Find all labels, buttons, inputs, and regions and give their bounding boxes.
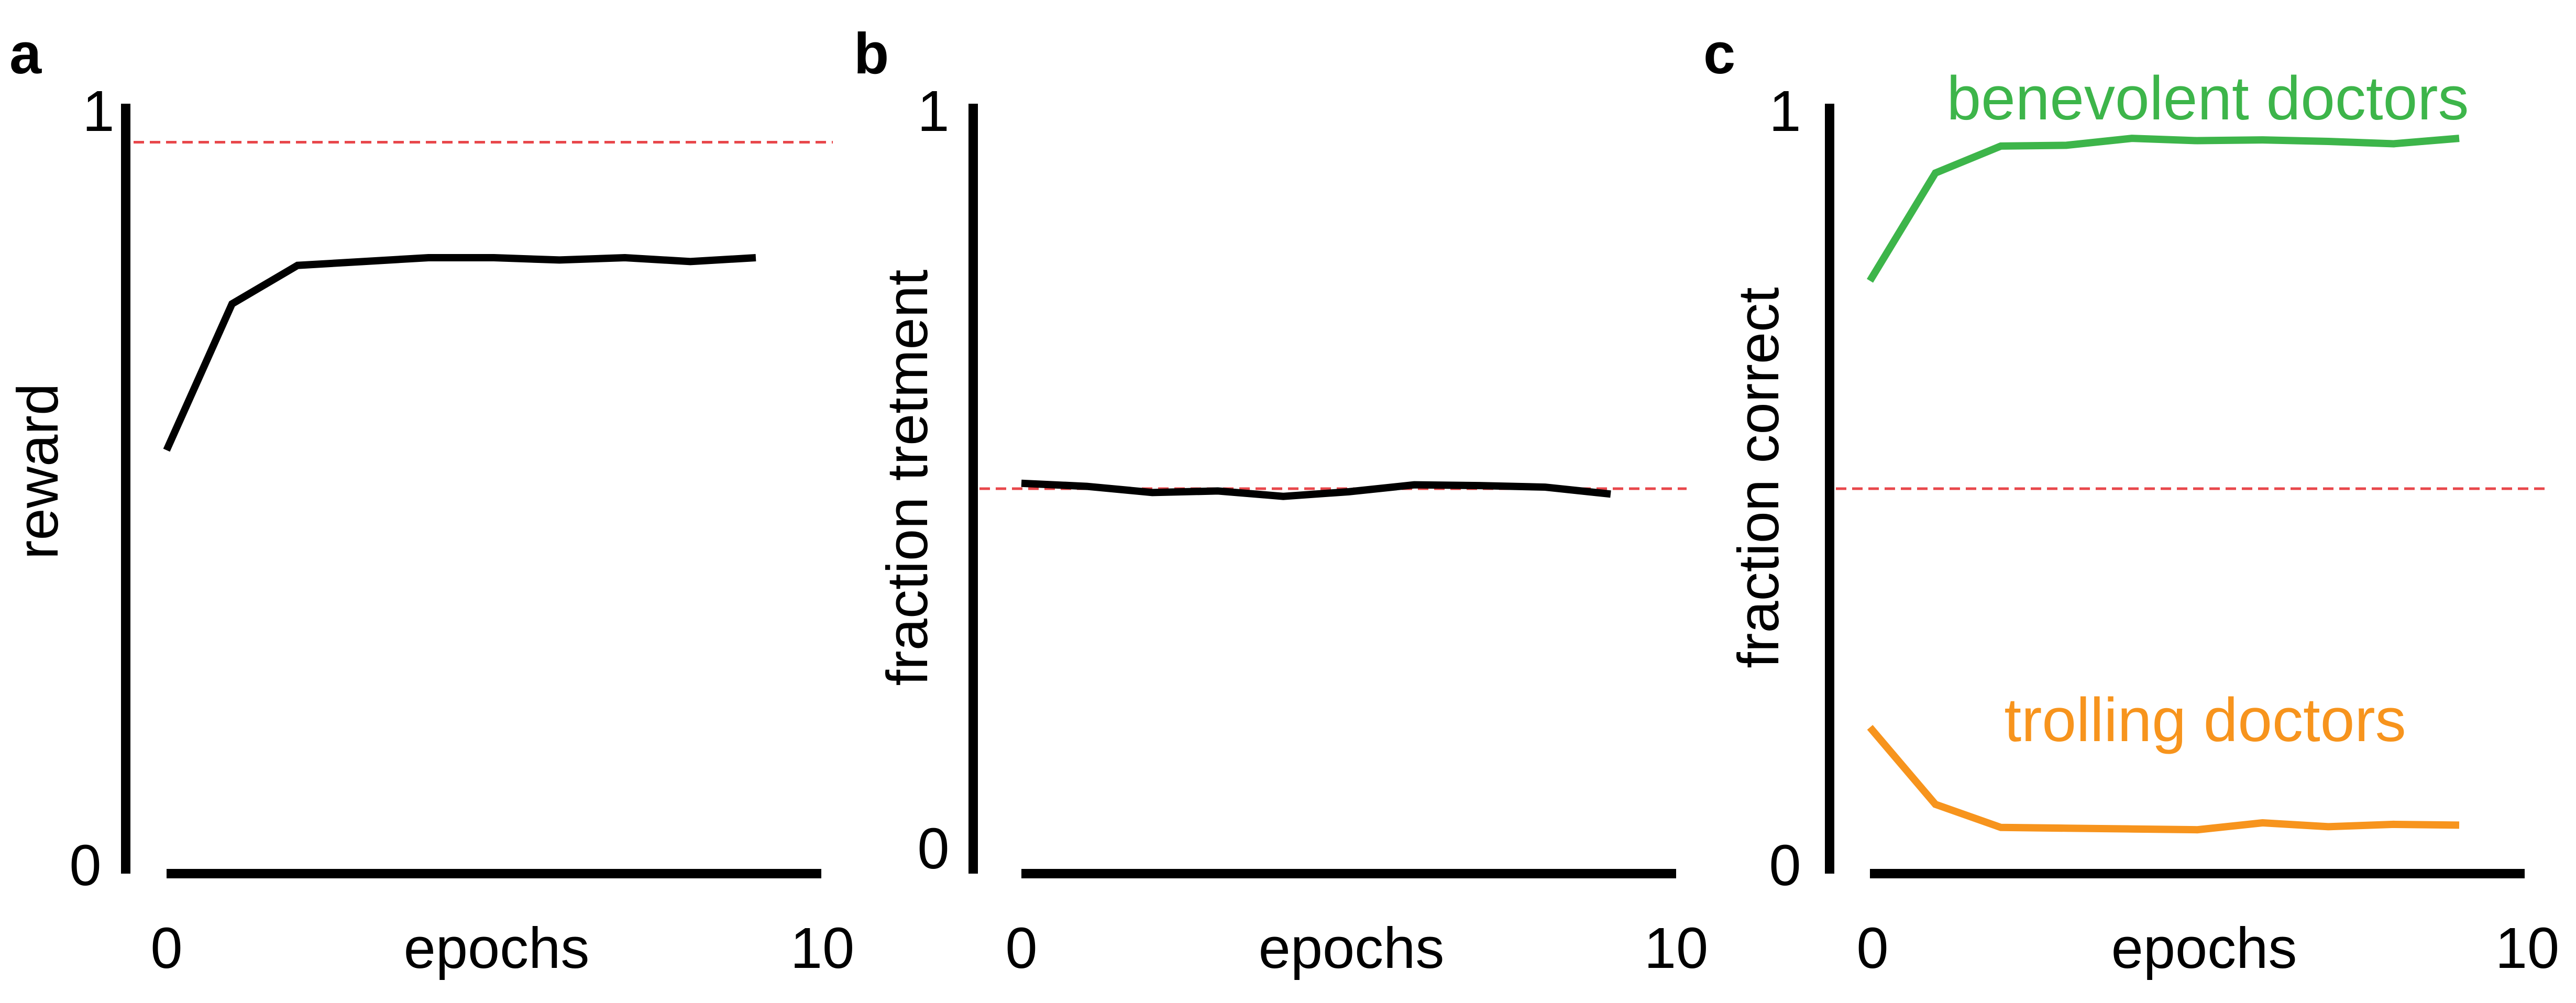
panel-letter-b: b	[854, 21, 889, 86]
y-tick-label-top: 1	[82, 79, 114, 144]
panel-a: a 1 0 0 10 epochs reward	[6, 21, 854, 980]
series-label-benevolent: benevolent doctors	[1946, 64, 2469, 133]
y-tick-label-bottom: 0	[1769, 833, 1801, 898]
x-axis-label: epochs	[1259, 916, 1445, 980]
y-axis-label: reward	[6, 383, 70, 559]
series-line-2	[1867, 725, 2460, 834]
y-tick-label-top: 1	[1769, 79, 1801, 144]
x-tick-label-right: 10	[790, 916, 854, 980]
series-group	[163, 253, 756, 452]
panel-c: c 1 0 0 10 epochs fraction correct benev…	[1703, 21, 2559, 980]
x-axis-label: epochs	[404, 916, 590, 980]
panel-letter-a: a	[9, 21, 42, 86]
y-tick-label-bottom: 0	[917, 817, 949, 881]
y-tick-label-top: 1	[917, 79, 949, 144]
x-tick-label-left: 0	[1005, 916, 1037, 980]
series-line-1	[1021, 479, 1611, 500]
x-axis-label: epochs	[2111, 916, 2297, 980]
series-label-trolling: trolling doctors	[2004, 686, 2406, 755]
panel-letter-c: c	[1703, 21, 1735, 86]
y-tick-label-bottom: 0	[69, 833, 101, 898]
x-tick-label-left: 0	[1856, 916, 1888, 980]
series-group	[1867, 135, 2460, 834]
y-axis-label: fraction tretment	[875, 270, 940, 686]
x-tick-label-right: 10	[2495, 916, 2559, 980]
y-axis-label: fraction correct	[1726, 287, 1791, 668]
panel-b: b 1 0 0 10 epochs fraction tretment	[854, 21, 1708, 980]
series-line-1	[163, 253, 756, 452]
x-tick-label-left: 0	[150, 916, 182, 980]
x-tick-label-right: 10	[1644, 916, 1708, 980]
series-group	[1021, 479, 1611, 500]
series-line-1	[1867, 135, 2460, 283]
